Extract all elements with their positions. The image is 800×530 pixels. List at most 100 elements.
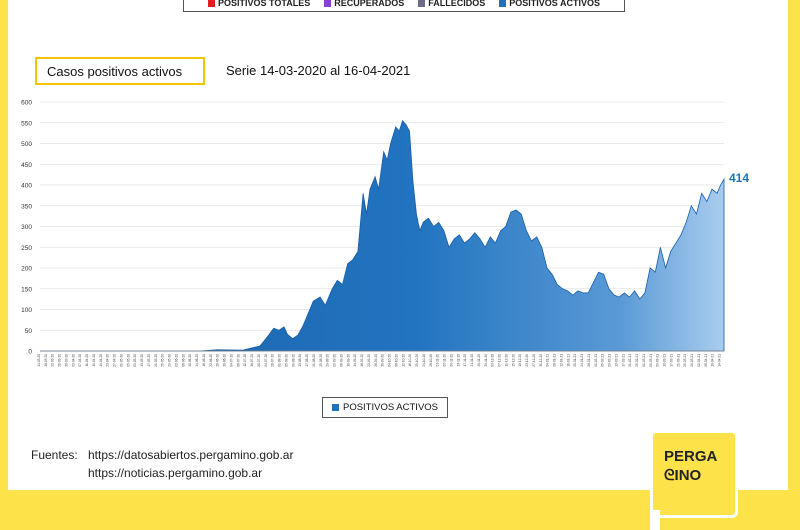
x-tick-label: 08-01-21 <box>553 354 557 367</box>
x-tick-label: 28-10-20 <box>429 354 433 367</box>
x-tick-label: 16-10-20 <box>408 354 412 367</box>
x-tick-label: 18-03-20 <box>44 354 48 367</box>
x-tick-label: 04-10-20 <box>388 354 392 367</box>
x-tick-label: 17-05-20 <box>147 354 151 367</box>
x-tick-label: 18-06-20 <box>202 354 206 367</box>
x-tick-label: 26-03-20 <box>58 354 62 367</box>
logo-line-1: PERGA <box>664 448 718 465</box>
x-tick-label: 01-03-21 <box>642 354 646 367</box>
logo-line-2: ᘓINO <box>664 467 702 484</box>
x-tick-label: 08-07-20 <box>236 354 240 367</box>
x-tick-label: 22-06-20 <box>209 354 213 367</box>
sources-label: Fuentes: <box>31 448 78 462</box>
top-legend-item-fallecidos: FALLECIDOS <box>418 0 485 8</box>
x-tick-label: 13-05-20 <box>140 354 144 367</box>
x-tick-label: 18-09-20 <box>360 354 364 367</box>
x-tick-label: 13-08-20 <box>298 354 302 367</box>
x-tick-label: 19-12-20 <box>518 354 522 367</box>
x-tick-label: 02-09-20 <box>333 354 337 367</box>
x-tick-label: 29-11-20 <box>484 354 488 367</box>
border-strip-left <box>0 0 8 490</box>
x-tick-label: 20-01-21 <box>573 354 577 367</box>
x-tick-label: 25-08-20 <box>319 354 323 367</box>
x-tick-label: 05-08-20 <box>285 354 289 367</box>
x-tick-label: 17-02-21 <box>621 354 625 367</box>
legend-label: RECUPERADOS <box>334 0 405 8</box>
x-tick-label: 04-01-21 <box>546 354 550 367</box>
source-link-noticias[interactable]: https://noticias.pergamino.gob.ar <box>88 466 263 480</box>
x-tick-label: 11-04-20 <box>85 354 89 367</box>
x-tick-label: 23-04-20 <box>106 354 110 367</box>
x-tick-label: 25-05-20 <box>161 354 165 367</box>
x-tick-label: 11-12-20 <box>505 354 509 367</box>
x-tick-label: 01-02-21 <box>594 354 598 367</box>
y-tick-label: 150 <box>21 286 32 293</box>
x-tick-label: 16-01-21 <box>566 354 570 367</box>
x-tick-label: 12-10-20 <box>401 354 405 367</box>
x-tick-label: 10-09-20 <box>346 354 350 367</box>
x-tick-label: 14-04-21 <box>718 354 722 367</box>
legend-swatch-positivos-activos <box>331 404 339 411</box>
x-tick-label: 25-03-21 <box>683 354 687 367</box>
chart-title-box: Casos positivos activos <box>35 57 205 85</box>
y-tick-label: 300 <box>21 224 32 231</box>
x-tick-label: 30-09-20 <box>381 354 385 367</box>
x-tick-label: 05-05-20 <box>126 354 130 367</box>
x-tick-label: 13-11-20 <box>456 354 460 367</box>
top-legend: POSITIVOS TOTALES RECUPERADOS FALLECIDOS… <box>183 0 625 12</box>
y-tick-label: 400 <box>21 183 32 190</box>
x-tick-label: 05-11-20 <box>443 354 447 367</box>
x-tick-label: 01-05-20 <box>120 354 124 367</box>
legend-label: POSITIVOS ACTIVOS <box>509 0 600 8</box>
x-tick-label: 15-04-20 <box>92 354 96 367</box>
x-tick-label: 30-06-20 <box>223 354 227 367</box>
x-tick-label: 17-11-20 <box>463 354 467 367</box>
x-tick-label: 03-12-20 <box>491 354 495 367</box>
x-tick-label: 14-06-20 <box>195 354 199 367</box>
y-tick-label: 350 <box>21 203 32 210</box>
x-tick-label: 24-10-20 <box>422 354 426 367</box>
x-tick-label: 12-07-20 <box>243 354 247 367</box>
x-tick-label: 14-03-20 <box>37 354 41 367</box>
x-tick-label: 07-12-20 <box>498 354 502 367</box>
chart-legend: POSITIVOS ACTIVOS <box>322 397 448 418</box>
legend-label-positivos-activos: POSITIVOS ACTIVOS <box>342 402 439 413</box>
x-tick-label: 05-02-21 <box>601 354 605 367</box>
x-tick-label: 09-05-20 <box>133 354 137 367</box>
x-tick-label: 31-12-20 <box>539 354 543 367</box>
x-tick-label: 20-10-20 <box>415 354 419 367</box>
top-legend-item-recuperados: RECUPERADOS <box>324 0 404 8</box>
x-tick-label: 24-07-20 <box>264 354 268 367</box>
x-tick-label: 13-03-21 <box>663 354 667 367</box>
x-tick-label: 01-11-20 <box>436 354 440 367</box>
sources-block: Fuentes: https://datosabiertos.pergamino.… <box>31 446 293 482</box>
chart-axis-layer: 0 50 100 150 200 250 300 350 400 450 500 550 600 14-0… <box>21 100 749 367</box>
x-tick-label: 13-02-21 <box>614 354 618 367</box>
x-tick-label: 29-05-20 <box>168 354 172 367</box>
x-tick-label: 10-04-21 <box>711 354 715 367</box>
x-tick-label: 24-01-21 <box>580 354 584 367</box>
x-tick-label: 26-06-20 <box>216 354 220 367</box>
y-tick-label: 600 <box>21 100 32 107</box>
source-link-datosabiertos[interactable]: https://datosabiertos.pergamino.gob.ar <box>88 448 294 462</box>
x-tick-label: 10-06-20 <box>188 354 192 367</box>
x-tick-label: 16-07-20 <box>250 354 254 367</box>
x-tick-label: 03-04-20 <box>71 354 75 367</box>
x-tick-label: 02-04-21 <box>697 354 701 367</box>
legend-label: POSITIVOS TOTALES <box>218 0 311 8</box>
x-tick-label: 25-11-20 <box>477 354 481 367</box>
series-range-text: Serie 14-03-2020 al 16-04-2021 <box>226 63 411 78</box>
top-legend-item-positivos-totales: POSITIVOS TOTALES <box>208 0 310 8</box>
y-tick-label: 500 <box>21 141 32 148</box>
x-tick-label: 29-08-20 <box>326 354 330 367</box>
x-tick-label: 27-04-20 <box>113 354 117 367</box>
x-tick-label: 06-09-20 <box>340 354 344 367</box>
x-tick-label: 19-04-20 <box>99 354 103 367</box>
y-tick-label: 100 <box>21 307 32 314</box>
x-tick-label: 09-03-21 <box>656 354 660 367</box>
sources-line-1: Fuentes: https://datosabiertos.pergamino.… <box>31 446 293 464</box>
x-tick-label: 09-11-20 <box>450 354 454 367</box>
y-tick-label: 550 <box>21 120 32 127</box>
x-tick-label: 22-03-20 <box>51 354 55 367</box>
x-tick-label: 14-09-20 <box>353 354 357 367</box>
